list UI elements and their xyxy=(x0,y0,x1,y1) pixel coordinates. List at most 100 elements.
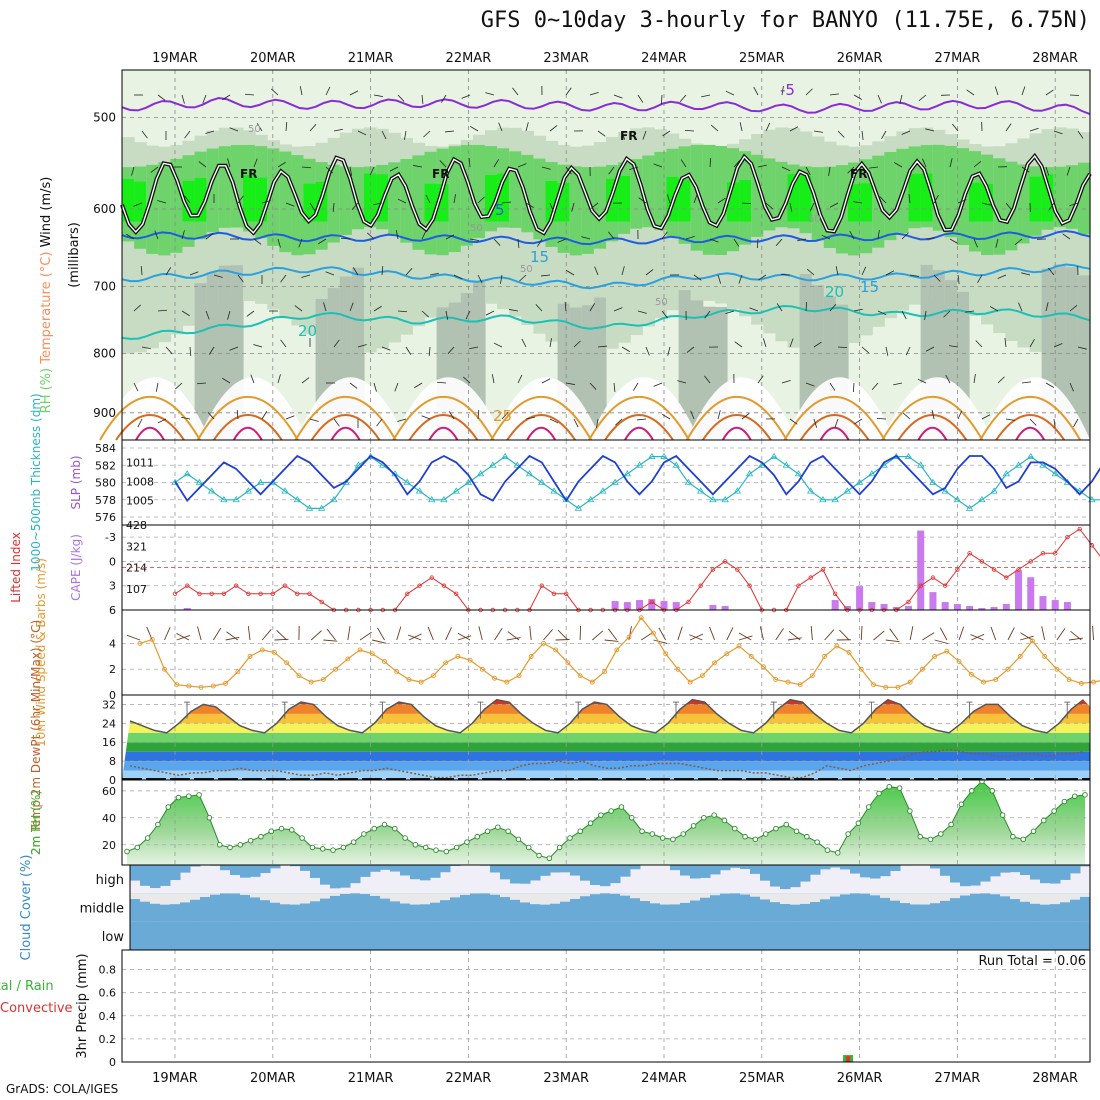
cloud-middle xyxy=(700,893,711,922)
rh-point xyxy=(927,836,934,843)
y-tick-label-right: 1008 xyxy=(126,476,154,489)
wind-speed-point xyxy=(418,679,424,685)
wind-barb xyxy=(181,310,190,317)
wind-barb xyxy=(280,274,287,283)
wind-barb xyxy=(957,274,960,284)
wind-barb xyxy=(237,274,244,283)
wind-barb xyxy=(1069,305,1078,312)
lifted-index-point xyxy=(967,551,972,556)
cloud-middle-gap xyxy=(320,893,331,899)
wind-barb xyxy=(126,233,135,240)
wind-barb xyxy=(613,307,623,312)
isotherm-35 xyxy=(330,426,361,441)
wind-speed-point xyxy=(455,653,461,659)
cloud-high xyxy=(500,865,511,880)
wind-barb xyxy=(776,303,783,312)
rh-point xyxy=(1061,798,1068,805)
cloud-low xyxy=(190,921,201,950)
lifted-index-point xyxy=(417,583,422,588)
wind-barb xyxy=(453,274,463,280)
wind-barb xyxy=(394,382,399,392)
wind-barb xyxy=(126,634,141,641)
wind-speed-point xyxy=(822,653,828,659)
thickness-point xyxy=(635,461,644,468)
wind-barb xyxy=(881,130,887,139)
wind-barb xyxy=(485,92,495,96)
temperature-band xyxy=(122,699,1090,705)
cloud-low xyxy=(1050,921,1061,950)
wind-barb xyxy=(902,412,911,420)
wind-barb xyxy=(165,346,173,354)
thickness-point xyxy=(929,478,937,485)
wind-barb xyxy=(247,626,251,641)
cloud-middle-gap xyxy=(250,893,261,898)
wind-barb xyxy=(277,161,286,168)
cloud-middle-gap xyxy=(530,893,541,905)
wind-barb xyxy=(181,94,185,104)
wind-barb xyxy=(965,310,975,313)
wind-barb xyxy=(738,274,743,284)
cloud-middle-gap xyxy=(270,893,281,903)
isotherm-30 xyxy=(115,414,185,441)
rh-point xyxy=(886,783,893,790)
cloud-middle-gap xyxy=(880,893,891,898)
y-tick-label: -3 xyxy=(105,531,116,544)
wind-barb xyxy=(918,94,927,101)
y-tick-label: 32 xyxy=(102,698,116,711)
wind-barb xyxy=(758,274,767,281)
thickness-point xyxy=(806,487,815,494)
cape-bar xyxy=(183,608,191,610)
wind-speed-point xyxy=(602,669,607,675)
cloud-high xyxy=(870,865,881,879)
wind-barb xyxy=(939,627,948,641)
cloud-middle xyxy=(410,893,421,922)
cape-bar xyxy=(672,602,680,610)
wind-barb xyxy=(1014,238,1023,245)
cloud-low xyxy=(1060,921,1071,950)
cloud-low xyxy=(490,921,501,950)
cloud-middle-gap xyxy=(1000,893,1011,897)
isotherm-35 xyxy=(1015,426,1046,441)
wind-barb xyxy=(445,130,455,133)
wind-barb xyxy=(653,163,663,168)
thickness-point xyxy=(403,478,411,485)
y-axis-label: 3hr Precip (mm) xyxy=(75,953,90,1058)
wind-barb xyxy=(501,201,511,204)
rh-band-bright xyxy=(739,180,752,222)
cloud-middle-gap xyxy=(410,893,421,905)
cloud-middle xyxy=(910,893,921,922)
cloud-middle-gap xyxy=(240,893,251,896)
wind-barb xyxy=(373,94,383,97)
cloud-middle xyxy=(220,893,231,922)
cloud-middle-gap xyxy=(870,893,881,896)
rh-point xyxy=(165,804,171,810)
wind-barb xyxy=(448,411,455,420)
wind-barb xyxy=(738,635,753,641)
rh-band-bright xyxy=(485,175,498,222)
wind-speed-point xyxy=(809,673,815,679)
cloud-high xyxy=(490,865,501,873)
wind-barb xyxy=(478,626,483,641)
wind-barb xyxy=(877,94,882,104)
cloud-middle xyxy=(460,893,471,922)
rh-point xyxy=(299,835,305,841)
cloud-middle-gap xyxy=(920,893,931,905)
cloud-low xyxy=(650,921,661,950)
rh-point xyxy=(546,855,553,862)
wind-barb xyxy=(351,202,359,210)
cape-bar xyxy=(1002,604,1010,610)
isotherm-15 xyxy=(121,263,1091,290)
wind-barb xyxy=(325,166,333,174)
wind-barb xyxy=(477,274,483,284)
wind-barb xyxy=(589,91,599,96)
cloud-low xyxy=(170,921,181,950)
cape-bar xyxy=(611,601,619,610)
cloud-middle-gap xyxy=(580,893,591,897)
rh-band-green xyxy=(339,166,353,235)
cape-bar xyxy=(721,606,729,610)
y-tick-label: 0 xyxy=(109,1056,116,1069)
lifted-index-point xyxy=(918,583,923,588)
cloud-middle-gap xyxy=(960,893,971,896)
cloud-middle-gap xyxy=(520,893,531,903)
wind-barb xyxy=(176,635,191,641)
